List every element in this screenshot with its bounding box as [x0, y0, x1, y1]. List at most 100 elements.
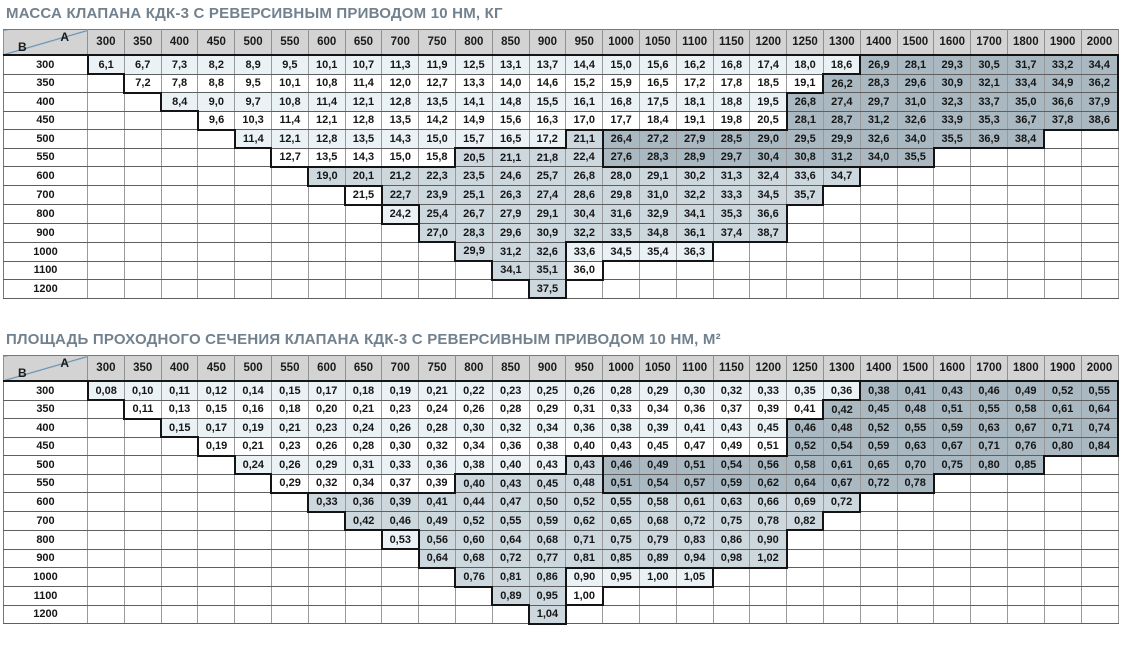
empty-cell: [1080, 147, 1119, 167]
col-header-cell: 800: [454, 355, 493, 382]
data-cell: 0,36: [418, 455, 456, 475]
empty-cell: [270, 548, 309, 568]
empty-cell: [418, 586, 456, 606]
empty-cell: [822, 260, 861, 280]
empty-cell: [601, 585, 640, 606]
empty-cell: [234, 529, 272, 550]
empty-cell: [87, 473, 125, 493]
col-header-cell: 2000: [1080, 355, 1119, 382]
data-cell: 0,64: [1080, 399, 1119, 419]
table-row: 1200 1,04: [3, 604, 1119, 625]
empty-cell: [970, 241, 1008, 262]
data-cell: 32,2: [565, 223, 604, 243]
data-cell: 0,46: [381, 511, 420, 531]
empty-cell: [197, 128, 236, 149]
empty-cell: [123, 511, 162, 531]
empty-cell: [160, 455, 199, 475]
empty-cell: [564, 278, 604, 299]
data-cell: 0,11: [160, 380, 199, 401]
empty-cell: [1043, 128, 1082, 149]
data-cell: 0,17: [307, 380, 346, 401]
empty-cell: [160, 492, 199, 512]
col-header-cell: 1200: [749, 29, 788, 56]
empty-cell: [1006, 260, 1045, 280]
data-cell: 35,5: [896, 147, 935, 168]
empty-cell: [1080, 548, 1119, 568]
empty-cell: [933, 492, 972, 512]
empty-cell: [160, 473, 199, 493]
table-row: 800 24,2 25,4 26,7 27,9 29,1 30,4 31,6 32,9 34,1 3…: [3, 203, 1119, 225]
data-cell: 0,30: [675, 380, 714, 401]
data-cell: 14,0: [491, 73, 530, 93]
data-cell: 38,6: [1080, 110, 1119, 131]
table-row: 350 0,11 0,13 0,15 0,16 0,18 0,20 0,21 0,23 0,24 0…: [3, 399, 1119, 420]
col-header-cell: 800: [454, 29, 493, 56]
table-row: 1100 0,89 0,95 1,00: [3, 585, 1119, 606]
data-cell: 13,5: [418, 92, 456, 112]
data-cell: 0,16: [234, 399, 272, 419]
empty-cell: [197, 604, 236, 624]
data-cell: 33,6: [564, 241, 604, 262]
empty-cell: [123, 260, 162, 280]
empty-cell: [381, 586, 420, 606]
col-header-cell: 850: [491, 355, 530, 382]
empty-cell: [87, 110, 125, 130]
empty-cell: [933, 511, 972, 531]
data-cell: 18,6: [822, 54, 862, 75]
data-cell: 18,1: [675, 92, 714, 112]
data-cell: 13,1: [491, 54, 530, 75]
data-cell: 6,1: [86, 54, 125, 75]
data-cell: 0,47: [675, 436, 714, 457]
empty-cell: [970, 166, 1008, 186]
empty-cell: [1006, 204, 1045, 224]
data-cell: 0,32: [491, 418, 530, 438]
data-cell: 0,15: [160, 418, 199, 438]
data-cell: 0,63: [712, 491, 751, 512]
row-header-cell: 1200: [3, 279, 88, 299]
data-cell: 25,1: [454, 185, 493, 205]
empty-cell: [270, 241, 309, 262]
empty-cell: [270, 491, 310, 512]
empty-cell: [123, 279, 162, 299]
empty-cell: [822, 204, 861, 224]
data-cell: 16,1: [565, 92, 604, 112]
empty-cell: [234, 586, 272, 606]
data-cell: 9,5: [270, 54, 309, 75]
data-cell: 30,4: [749, 147, 788, 168]
data-cell: 7,3: [160, 54, 199, 75]
data-cell: 24,2: [380, 203, 420, 225]
empty-cell: [234, 185, 272, 205]
data-cell: 0,26: [565, 380, 604, 401]
empty-cell: [344, 548, 383, 568]
data-cell: 0,68: [528, 529, 567, 550]
data-cell: 36,0: [564, 260, 604, 281]
empty-cell: [234, 279, 272, 299]
empty-cell: [1080, 260, 1119, 280]
empty-cell: [344, 567, 383, 587]
data-cell: 26,8: [785, 91, 824, 112]
empty-cell: [1043, 185, 1082, 205]
empty-cell: [307, 510, 347, 531]
data-cell: 28,7: [822, 110, 861, 130]
empty-cell: [933, 279, 972, 299]
data-cell: 21,1: [564, 128, 604, 149]
data-cell: 34,7: [822, 165, 862, 187]
data-cell: 0,58: [638, 491, 677, 512]
empty-cell: [160, 604, 199, 624]
data-cell: 13,3: [454, 73, 493, 93]
empty-cell: [786, 567, 824, 587]
table-row: 1200 37,5: [3, 278, 1119, 299]
data-cell: 14,8: [491, 92, 530, 112]
empty-cell: [896, 204, 935, 224]
data-cell: 17,8: [712, 73, 751, 93]
data-cell: 17,2: [675, 73, 714, 93]
data-cell: 22,3: [418, 165, 456, 186]
data-cell: 16,5: [638, 73, 677, 93]
data-cell: 16,5: [491, 129, 530, 149]
data-cell: 21,8: [528, 147, 567, 167]
data-cell: 12,8: [307, 129, 346, 149]
table-row: 450 0,19 0,21 0,23 0,26 0,28 0,30 0,32 0,34 0,36 0…: [3, 436, 1119, 457]
empty-cell: [123, 166, 162, 186]
data-cell: 28,3: [859, 73, 898, 93]
data-cell: 0,75: [933, 455, 972, 475]
